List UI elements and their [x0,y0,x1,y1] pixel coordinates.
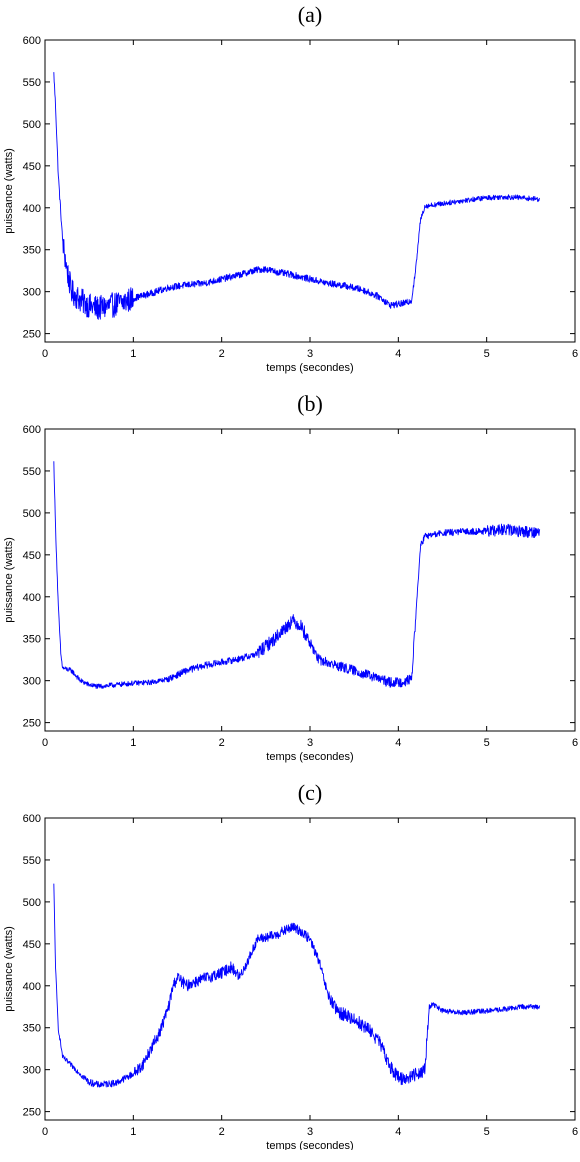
x-tick-label: 5 [484,348,490,360]
x-axis-label: temps (secondes) [266,362,353,374]
y-tick-label: 500 [23,897,41,909]
y-tick-label: 450 [23,550,41,562]
y-tick-label: 250 [23,718,41,730]
chart-panel-a: (a) 0 1 2 3 4 5 6 250 300 350 400 450 500 550 600 temps … [0,0,580,384]
y-tick-label: 300 [23,1065,41,1077]
y-tick-label: 450 [23,161,41,173]
x-tick-label: 5 [484,737,490,749]
x-tick-label: 0 [42,737,48,749]
y-tick-label: 400 [23,203,41,215]
y-tick-label: 400 [23,981,41,993]
y-tick-label: 550 [23,77,41,89]
y-tick-label: 300 [23,287,41,299]
y-axis-label: puissance (watts) [3,926,15,1012]
y-tick-label: 350 [23,245,41,257]
plot-frame [44,817,576,1121]
y-tick-label: 600 [23,35,41,47]
x-tick-label: 5 [484,1126,490,1138]
y-tick-label: 250 [23,329,41,341]
y-tick-label: 500 [23,119,41,131]
x-tick-label: 1 [130,348,136,360]
series-line [53,883,541,1088]
chart-panel-b: (b) 0 1 2 3 4 5 6 250 300 350 400 450 500 550 600 temps … [0,389,580,773]
y-axis-label: puissance (watts) [3,148,15,234]
x-tick-label: 4 [395,348,401,360]
chart-title: (b) [297,391,323,416]
x-tick-label: 2 [219,737,225,749]
x-tick-label: 3 [307,348,313,360]
x-tick-label: 1 [130,737,136,749]
y-tick-label: 550 [23,466,41,478]
y-tick-label: 300 [23,676,41,688]
chart-title: (c) [298,780,322,805]
x-tick-label: 0 [42,1126,48,1138]
y-tick-label: 450 [23,939,41,951]
y-tick-label: 350 [23,1023,41,1035]
y-tick-label: 250 [23,1107,41,1119]
x-tick-label: 6 [572,737,578,749]
y-tick-label: 550 [23,855,41,867]
x-axis-label: temps (secondes) [266,751,353,763]
x-tick-label: 0 [42,348,48,360]
x-tick-label: 3 [307,1126,313,1138]
y-tick-label: 600 [23,424,41,436]
chart-c: (c) 0 1 2 3 4 5 6 250 300 350 400 450 500 550 600 temps … [3,780,578,1150]
x-axis-label: temps (secondes) [266,1140,353,1150]
series-line [53,72,540,320]
x-tick-label: 6 [572,1126,578,1138]
x-tick-label: 2 [219,1126,225,1138]
x-tick-label: 3 [307,737,313,749]
x-tick-label: 2 [219,348,225,360]
y-tick-label: 500 [23,508,41,520]
chart-panel-c: (c) 0 1 2 3 4 5 6 250 300 350 400 450 500 550 600 temps … [0,778,580,1162]
x-tick-label: 4 [395,1126,401,1138]
y-tick-label: 400 [23,592,41,604]
x-tick-label: 4 [395,737,401,749]
y-tick-label: 600 [23,813,41,825]
plot-frame [44,428,576,732]
chart-title: (a) [298,2,322,27]
y-tick-label: 350 [23,634,41,646]
series-line [53,461,541,689]
x-tick-label: 6 [572,348,578,360]
chart-b: (b) 0 1 2 3 4 5 6 250 300 350 400 450 500 550 600 temps … [3,391,578,763]
x-tick-label: 1 [130,1126,136,1138]
y-axis-label: puissance (watts) [3,537,15,623]
chart-a: (a) 0 1 2 3 4 5 6 250 300 350 400 450 500 550 600 temps … [3,2,578,374]
